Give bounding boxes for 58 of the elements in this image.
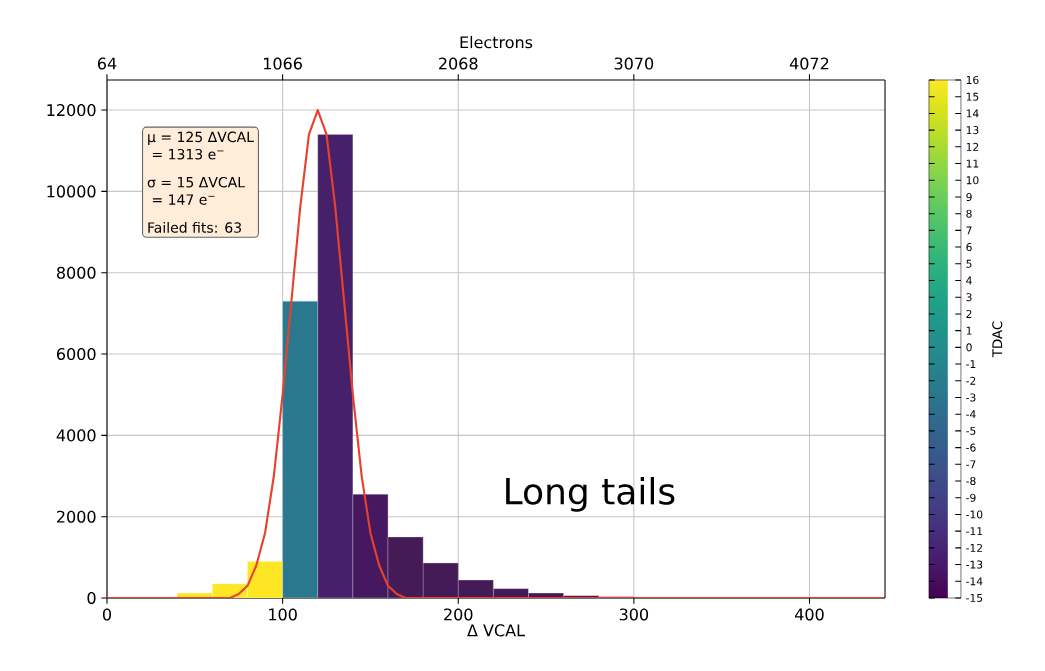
- annotation: Long tails: [506, 476, 675, 512]
- color-bar-label: 9: [966, 192, 972, 201]
- color-bar-label: -8: [966, 476, 976, 486]
- color-bar-label: 1: [966, 326, 972, 335]
- y-tick-label: 6000: [56, 347, 96, 361]
- x-tick-label: 200: [444, 608, 473, 621]
- color-bar-label: 2: [966, 309, 972, 318]
- color-bar-label: 15: [966, 92, 979, 101]
- color-bar-label: -2: [966, 376, 976, 385]
- color-bar-label: 3: [966, 293, 972, 302]
- color-bar-title: TDAC: [992, 321, 1003, 358]
- color-bar-label: 14: [966, 109, 979, 118]
- color-bar-label: -5: [966, 426, 976, 435]
- x2-tick-label: 64: [97, 57, 117, 70]
- y-tick-label: 8000: [56, 266, 96, 279]
- color-bar-label: 16: [966, 75, 979, 85]
- annotation: = 147 e$^{−}$: [152, 194, 215, 205]
- color-bar-label: -13: [966, 560, 983, 569]
- color-bar-label: -11: [966, 527, 983, 536]
- color-bar-label: -7: [966, 460, 976, 469]
- y-tick-label: 2000: [57, 510, 96, 523]
- color-bar-label: 10: [966, 176, 979, 185]
- y-tick-label: 12000: [47, 104, 96, 117]
- x-tick-label: 400: [795, 608, 824, 621]
- y-tick-label: 0: [87, 591, 96, 605]
- annotation: = 1313 e$^{−}$: [152, 148, 224, 160]
- annotation: σ = 15 ΔVCAL: [147, 176, 245, 188]
- annotation: Failed fits: 63: [148, 222, 241, 233]
- color-bar-label: 5: [966, 259, 972, 268]
- color-bar-label: -14: [966, 577, 983, 586]
- x-axis-title: Δ VCAL: [467, 624, 525, 637]
- x2-tick-label: 4072: [789, 57, 829, 70]
- x2-tick-label: 1066: [264, 57, 302, 70]
- color-bar-label: -15: [966, 594, 983, 602]
- color-bar-label: 13: [966, 126, 979, 135]
- color-bar-label: 7: [966, 226, 972, 235]
- annotation: μ = 125 ΔVCAL: [148, 131, 254, 145]
- x-tick-label: 0: [102, 608, 112, 621]
- color-bar-label: 0: [966, 343, 972, 352]
- x-tick-label: 100: [269, 608, 297, 621]
- color-bar-label: 11: [966, 159, 979, 168]
- color-bar-label: -1: [966, 360, 976, 368]
- y-tick-label: 10000: [47, 185, 96, 198]
- color-bar-label: 12: [966, 142, 979, 151]
- color-bar-label: -9: [966, 493, 976, 502]
- x2-axis-title: Electrons: [460, 35, 533, 49]
- color-bar-label: -4: [966, 410, 976, 419]
- color-bar-label: 8: [966, 209, 972, 218]
- color-bar-label: 4: [966, 276, 972, 285]
- x2-tick-label: 3070: [614, 57, 654, 70]
- x2-tick-label: 2068: [439, 57, 478, 70]
- color-bar-label: -3: [966, 393, 976, 402]
- color-bar-label: -6: [966, 443, 976, 452]
- color-bar-label: -12: [966, 543, 982, 552]
- y-tick-label: 4000: [56, 429, 96, 442]
- color-bar-label: -10: [966, 510, 983, 519]
- color-bar-label: 6: [966, 243, 972, 252]
- x-tick-label: 300: [619, 608, 649, 621]
